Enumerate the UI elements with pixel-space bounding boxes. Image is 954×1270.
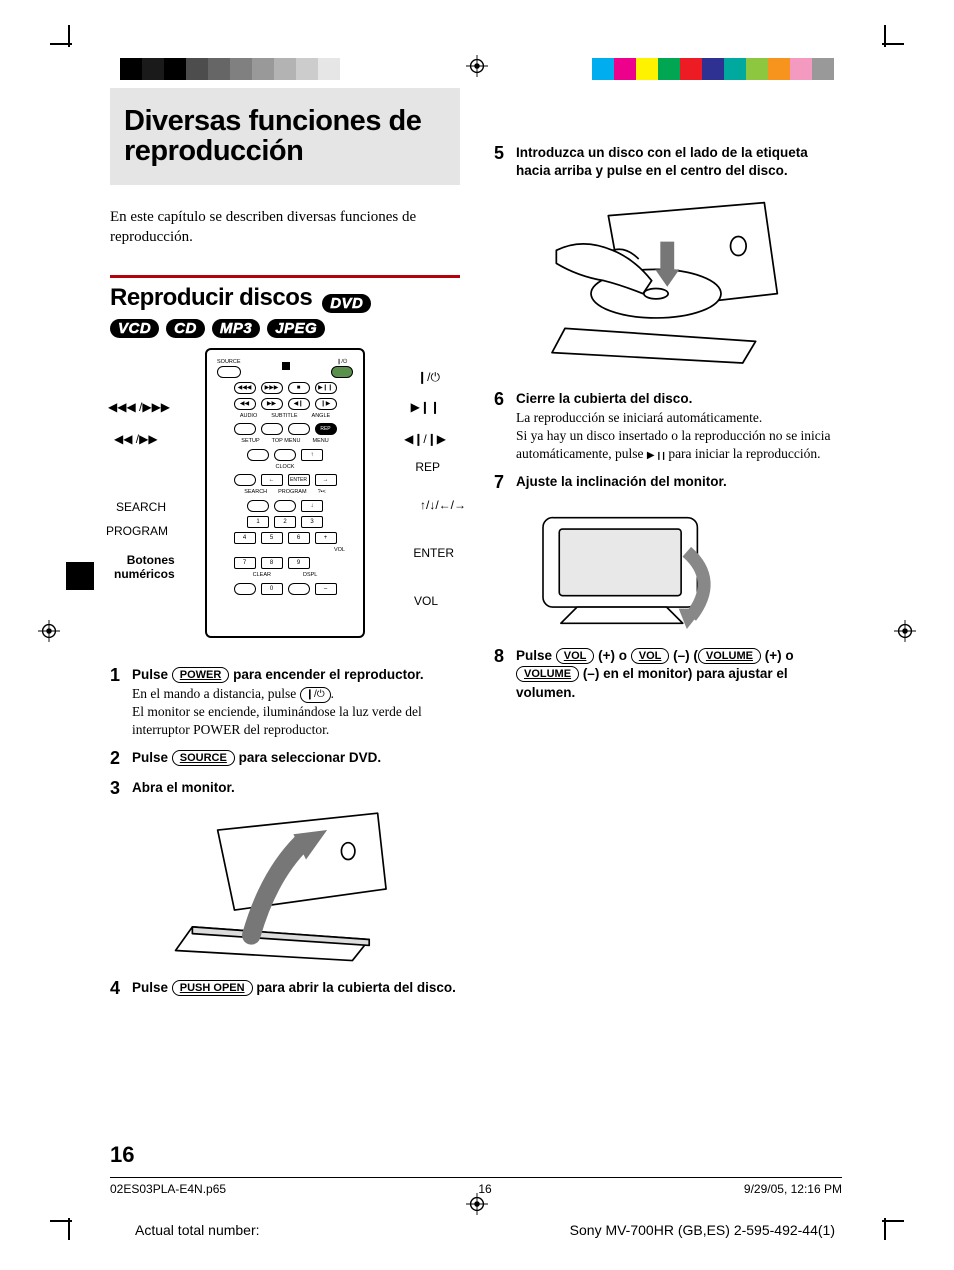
badge-jpeg: JPEG bbox=[267, 319, 325, 338]
vol-button-label: VOL bbox=[631, 648, 670, 664]
badge-cd: CD bbox=[166, 319, 205, 338]
section-rule bbox=[110, 275, 460, 278]
doc-id: Sony MV-700HR (GB,ES) 2-595-492-44(1) bbox=[570, 1222, 835, 1238]
callout-stepfr: ◀❙/❙▶ bbox=[404, 432, 446, 446]
open-monitor-illustration bbox=[155, 809, 415, 969]
remote-diagram: ◀◀◀ /▶▶▶ ◀◀ /▶▶ SEARCH PROGRAM Botonesnu… bbox=[110, 348, 460, 648]
vol-button-label: VOL bbox=[556, 648, 595, 664]
callout-search: SEARCH bbox=[116, 500, 166, 514]
badge-mp3: MP3 bbox=[212, 319, 260, 338]
source-button-label: SOURCE bbox=[172, 750, 235, 766]
color-swatches bbox=[592, 58, 834, 80]
footer-page: 16 bbox=[478, 1182, 491, 1196]
registration-mark-icon bbox=[894, 620, 916, 642]
remote-label-source: SOURCE bbox=[217, 360, 241, 366]
badge-vcd: VCD bbox=[110, 319, 159, 338]
step-1: 1 Pulse POWER para encender el reproduct… bbox=[110, 666, 460, 739]
push-open-button-label: PUSH OPEN bbox=[172, 980, 253, 996]
step-3: 3 Abra el monitor. bbox=[110, 779, 460, 799]
format-badges-row2: VCD CD MP3 JPEG bbox=[110, 319, 460, 338]
remote-power-icon: ❙/⏻ bbox=[300, 687, 331, 703]
page-number: 16 bbox=[110, 1142, 134, 1168]
callout-numeric: Botonesnuméricos bbox=[114, 554, 175, 580]
intro-text: En este capítulo se describen diversas f… bbox=[110, 207, 460, 248]
remote-body: SOURCE ❙/⏻ ◀◀◀▶▶▶■▶❙❙ ◀◀▶▶◀❙❙▶ AUDIOSUBT… bbox=[205, 348, 365, 638]
section-heading-row: Reproducir discos DVD bbox=[110, 284, 460, 313]
step-5: 5 Introduzca un disco con el lado de la … bbox=[494, 144, 844, 180]
callout-rep: REP bbox=[415, 460, 440, 474]
play-pause-icon bbox=[647, 446, 665, 461]
stop-icon bbox=[282, 362, 290, 370]
callout-nav: ↑/↓/←/→ bbox=[420, 498, 466, 512]
callout-program: PROGRAM bbox=[106, 524, 168, 538]
callout-scan: ◀◀ /▶▶ bbox=[114, 432, 158, 446]
power-button-label: POWER bbox=[172, 667, 230, 683]
print-footer: 02ES03PLA-E4N.p65 16 9/29/05, 12:16 PM bbox=[110, 1177, 842, 1196]
crop-mark bbox=[50, 1200, 90, 1240]
actual-total-label: Actual total number: bbox=[135, 1222, 260, 1238]
callout-skip: ◀◀◀ /▶▶▶ bbox=[108, 400, 170, 414]
footer-datetime: 9/29/05, 12:16 PM bbox=[744, 1182, 842, 1196]
chapter-title: Diversas funciones de reproducción bbox=[124, 106, 446, 167]
greyscale-swatches bbox=[120, 58, 340, 80]
format-badges: DVD bbox=[322, 294, 371, 313]
callout-vol: VOL bbox=[414, 594, 438, 608]
badge-dvd: DVD bbox=[322, 294, 371, 313]
step-7: 7 Ajuste la inclinación del monitor. bbox=[494, 473, 844, 493]
step-4: 4 Pulse PUSH OPEN para abrir la cubierta… bbox=[110, 979, 460, 999]
section-title: Reproducir discos bbox=[110, 284, 312, 311]
step-8: 8 Pulse VOL (+) o VOL (–) (VOLUME (+) o … bbox=[494, 647, 844, 702]
callout-power: ❙/⏻ bbox=[417, 370, 440, 385]
callout-enter: ENTER bbox=[413, 546, 454, 560]
volume-button-label: VOLUME bbox=[698, 648, 761, 664]
insert-disc-illustration bbox=[539, 190, 799, 380]
crop-mark bbox=[50, 25, 90, 65]
doc-footer: Actual total number: Sony MV-700HR (GB,E… bbox=[135, 1222, 835, 1238]
volume-button-label: VOLUME bbox=[516, 666, 579, 682]
callout-play-pause: ▶❙❙ bbox=[411, 400, 440, 414]
registration-mark-icon bbox=[466, 55, 488, 77]
footer-file: 02ES03PLA-E4N.p65 bbox=[110, 1182, 226, 1196]
step-6: 6 Cierre la cubierta del disco. La repro… bbox=[494, 390, 844, 463]
crop-mark bbox=[864, 25, 904, 65]
step-2: 2 Pulse SOURCE para seleccionar DVD. bbox=[110, 749, 460, 769]
crop-mark bbox=[864, 1200, 904, 1240]
tilt-monitor-illustration bbox=[514, 503, 754, 633]
registration-mark-icon bbox=[38, 620, 60, 642]
chapter-title-box: Diversas funciones de reproducción bbox=[110, 88, 460, 185]
side-tab bbox=[66, 562, 94, 590]
registration-mark-icon bbox=[466, 1193, 488, 1215]
